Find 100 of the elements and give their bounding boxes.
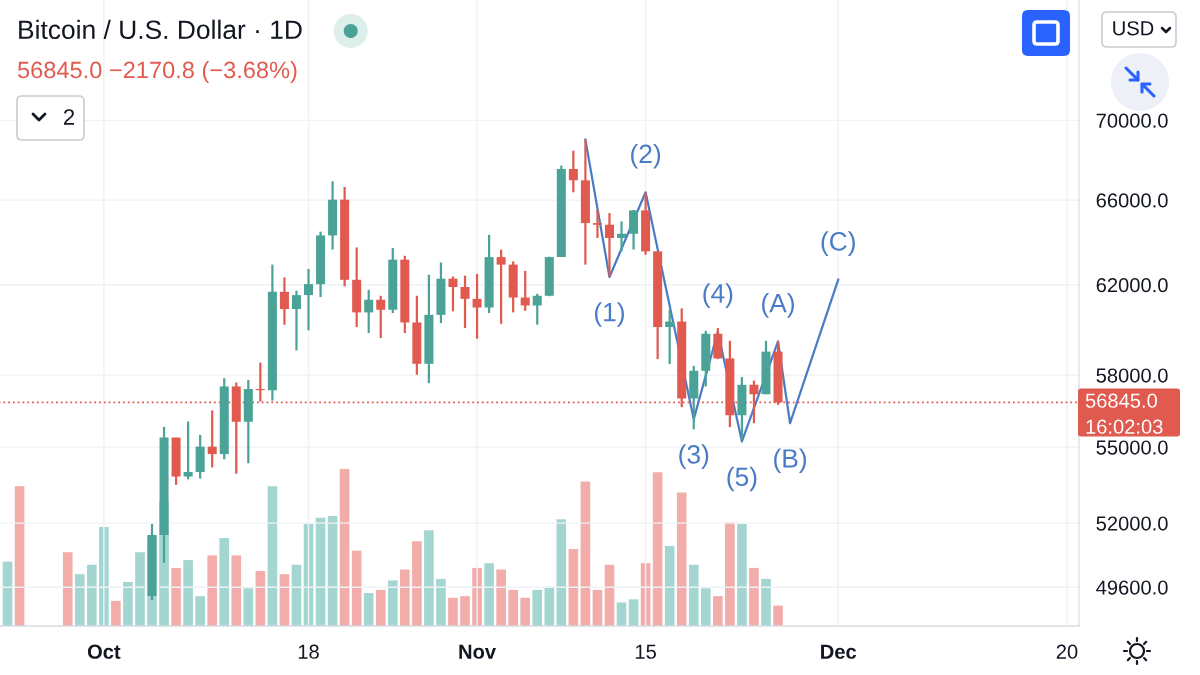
- candlestick: [496, 248, 506, 325]
- bar: [713, 596, 723, 626]
- y-tick-label: 70000.0: [1096, 113, 1168, 128]
- candlestick: [207, 409, 217, 469]
- candlestick: [279, 276, 289, 326]
- ref-line-label: 56845.0: [1085, 393, 1158, 408]
- bar: [74, 574, 85, 626]
- bar: [327, 516, 338, 626]
- bar: [700, 588, 711, 626]
- bar: [171, 567, 181, 626]
- annotation: (1): [595, 302, 624, 327]
- annotation: (A): [762, 293, 794, 318]
- text: 16:02:03: [1086, 419, 1163, 434]
- bar: [291, 564, 302, 626]
- bar: [400, 569, 410, 626]
- bar: [773, 605, 783, 626]
- bar: [375, 589, 386, 626]
- candlestick: [448, 275, 458, 313]
- bar: [123, 582, 133, 626]
- y-tick-label: 66000.0: [1096, 193, 1168, 208]
- candlestick: [617, 220, 627, 253]
- bar: [676, 492, 687, 626]
- candlestick: [532, 292, 542, 326]
- candlestick: [604, 211, 614, 278]
- bar: [725, 522, 735, 626]
- bar: [652, 472, 663, 626]
- candlestick: [364, 288, 374, 335]
- text: Bitcoin / U.S. Dollar · 1D: [19, 19, 302, 40]
- x-tick-label: 15: [635, 644, 656, 659]
- y-tick-label: 58000.0: [1096, 368, 1168, 383]
- x-tick-label: 20: [1056, 644, 1078, 659]
- x-tick-label: 18: [298, 644, 319, 659]
- candlestick: [291, 289, 301, 352]
- bar: [231, 555, 242, 626]
- bar: [219, 538, 230, 626]
- bar: [424, 530, 434, 626]
- bar: [267, 486, 278, 626]
- bar: [14, 486, 25, 626]
- candlestick: [568, 149, 578, 194]
- bar: [484, 563, 494, 626]
- x-tick-label: Dec: [821, 644, 857, 659]
- candlestick: [592, 208, 602, 240]
- candlestick: [472, 272, 482, 340]
- bar: [532, 589, 543, 626]
- bar: [520, 597, 531, 626]
- bar: [387, 580, 398, 626]
- bar: [195, 596, 205, 626]
- bar: [737, 523, 747, 626]
- bar: [62, 552, 73, 626]
- candlestick: [376, 294, 386, 340]
- bar: [749, 567, 759, 626]
- bar: [207, 555, 218, 626]
- annotation: (4): [703, 283, 733, 308]
- annotation: (C): [821, 231, 855, 256]
- bar: [412, 541, 422, 626]
- candlestick: [520, 269, 530, 312]
- annotation: 2: [63, 109, 75, 125]
- bar: [616, 602, 627, 626]
- bar: [580, 481, 591, 626]
- annotation: (B): [774, 448, 807, 473]
- y-tick-label: 62000.0: [1096, 278, 1168, 293]
- bar: [508, 589, 518, 626]
- bar: [761, 578, 771, 626]
- bar: [496, 569, 506, 626]
- bar: [2, 561, 13, 626]
- bar: [279, 574, 290, 626]
- y-tick-label: 52000.0: [1096, 516, 1168, 531]
- bar: [436, 578, 446, 626]
- bar: [363, 593, 374, 626]
- annotation: (5): [727, 466, 757, 492]
- annotation: (2): [631, 143, 661, 169]
- y-tick-label: 49600.0: [1096, 580, 1168, 595]
- candlestick: [304, 267, 314, 332]
- candlestick: [460, 274, 470, 330]
- candlestick: [183, 420, 193, 481]
- bar: [568, 549, 579, 626]
- bar: [664, 545, 675, 626]
- bar: [87, 564, 97, 626]
- bar: [255, 571, 266, 626]
- bar: [448, 597, 458, 626]
- candlestick: [629, 208, 639, 251]
- text: USD: [1113, 21, 1154, 36]
- bar: [351, 550, 362, 626]
- x-tick-label: Oct: [87, 644, 121, 659]
- bar: [111, 600, 121, 626]
- bar: [604, 564, 615, 626]
- bar: [243, 588, 254, 626]
- bar: [592, 589, 603, 626]
- x-tick-label: Nov: [459, 644, 496, 659]
- bar: [688, 564, 699, 626]
- bar: [628, 599, 639, 626]
- bar: [460, 596, 470, 626]
- annotation: (3): [679, 444, 709, 469]
- bar: [556, 519, 567, 626]
- candlestick: [665, 308, 675, 366]
- text: 56845.0 −2170.8 (−3.68%): [17, 61, 297, 83]
- y-tick-label: 55000.0: [1096, 440, 1168, 455]
- bar: [339, 469, 350, 626]
- bar: [544, 586, 555, 626]
- bar: [315, 517, 326, 626]
